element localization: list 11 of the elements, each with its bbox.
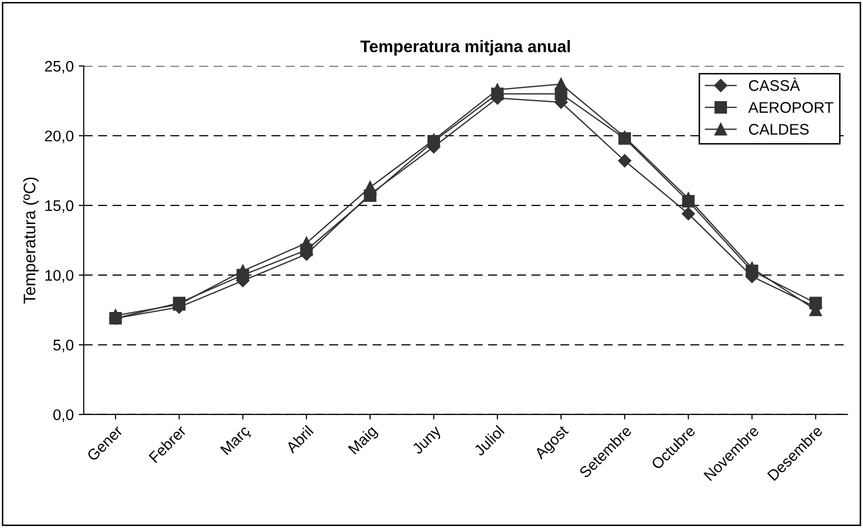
y-axis-title: Temperatura (ºC) — [23, 178, 39, 304]
y-tick-label: 10,0 — [45, 270, 74, 283]
chart-title: Temperatura mitjana anual — [360, 40, 570, 56]
y-tick-label: 20,0 — [45, 130, 74, 144]
y-tick-label: 5,0 — [53, 340, 74, 352]
legend-label: CALDES — [749, 124, 809, 135]
y-tick-label: 25,0 — [45, 60, 74, 74]
y-tick-label: 0,0 — [53, 409, 74, 422]
legend-label: CASSÀ — [749, 78, 800, 91]
y-tick-label: 15,0 — [45, 200, 74, 213]
legend-label: AEROPORT — [748, 102, 834, 113]
